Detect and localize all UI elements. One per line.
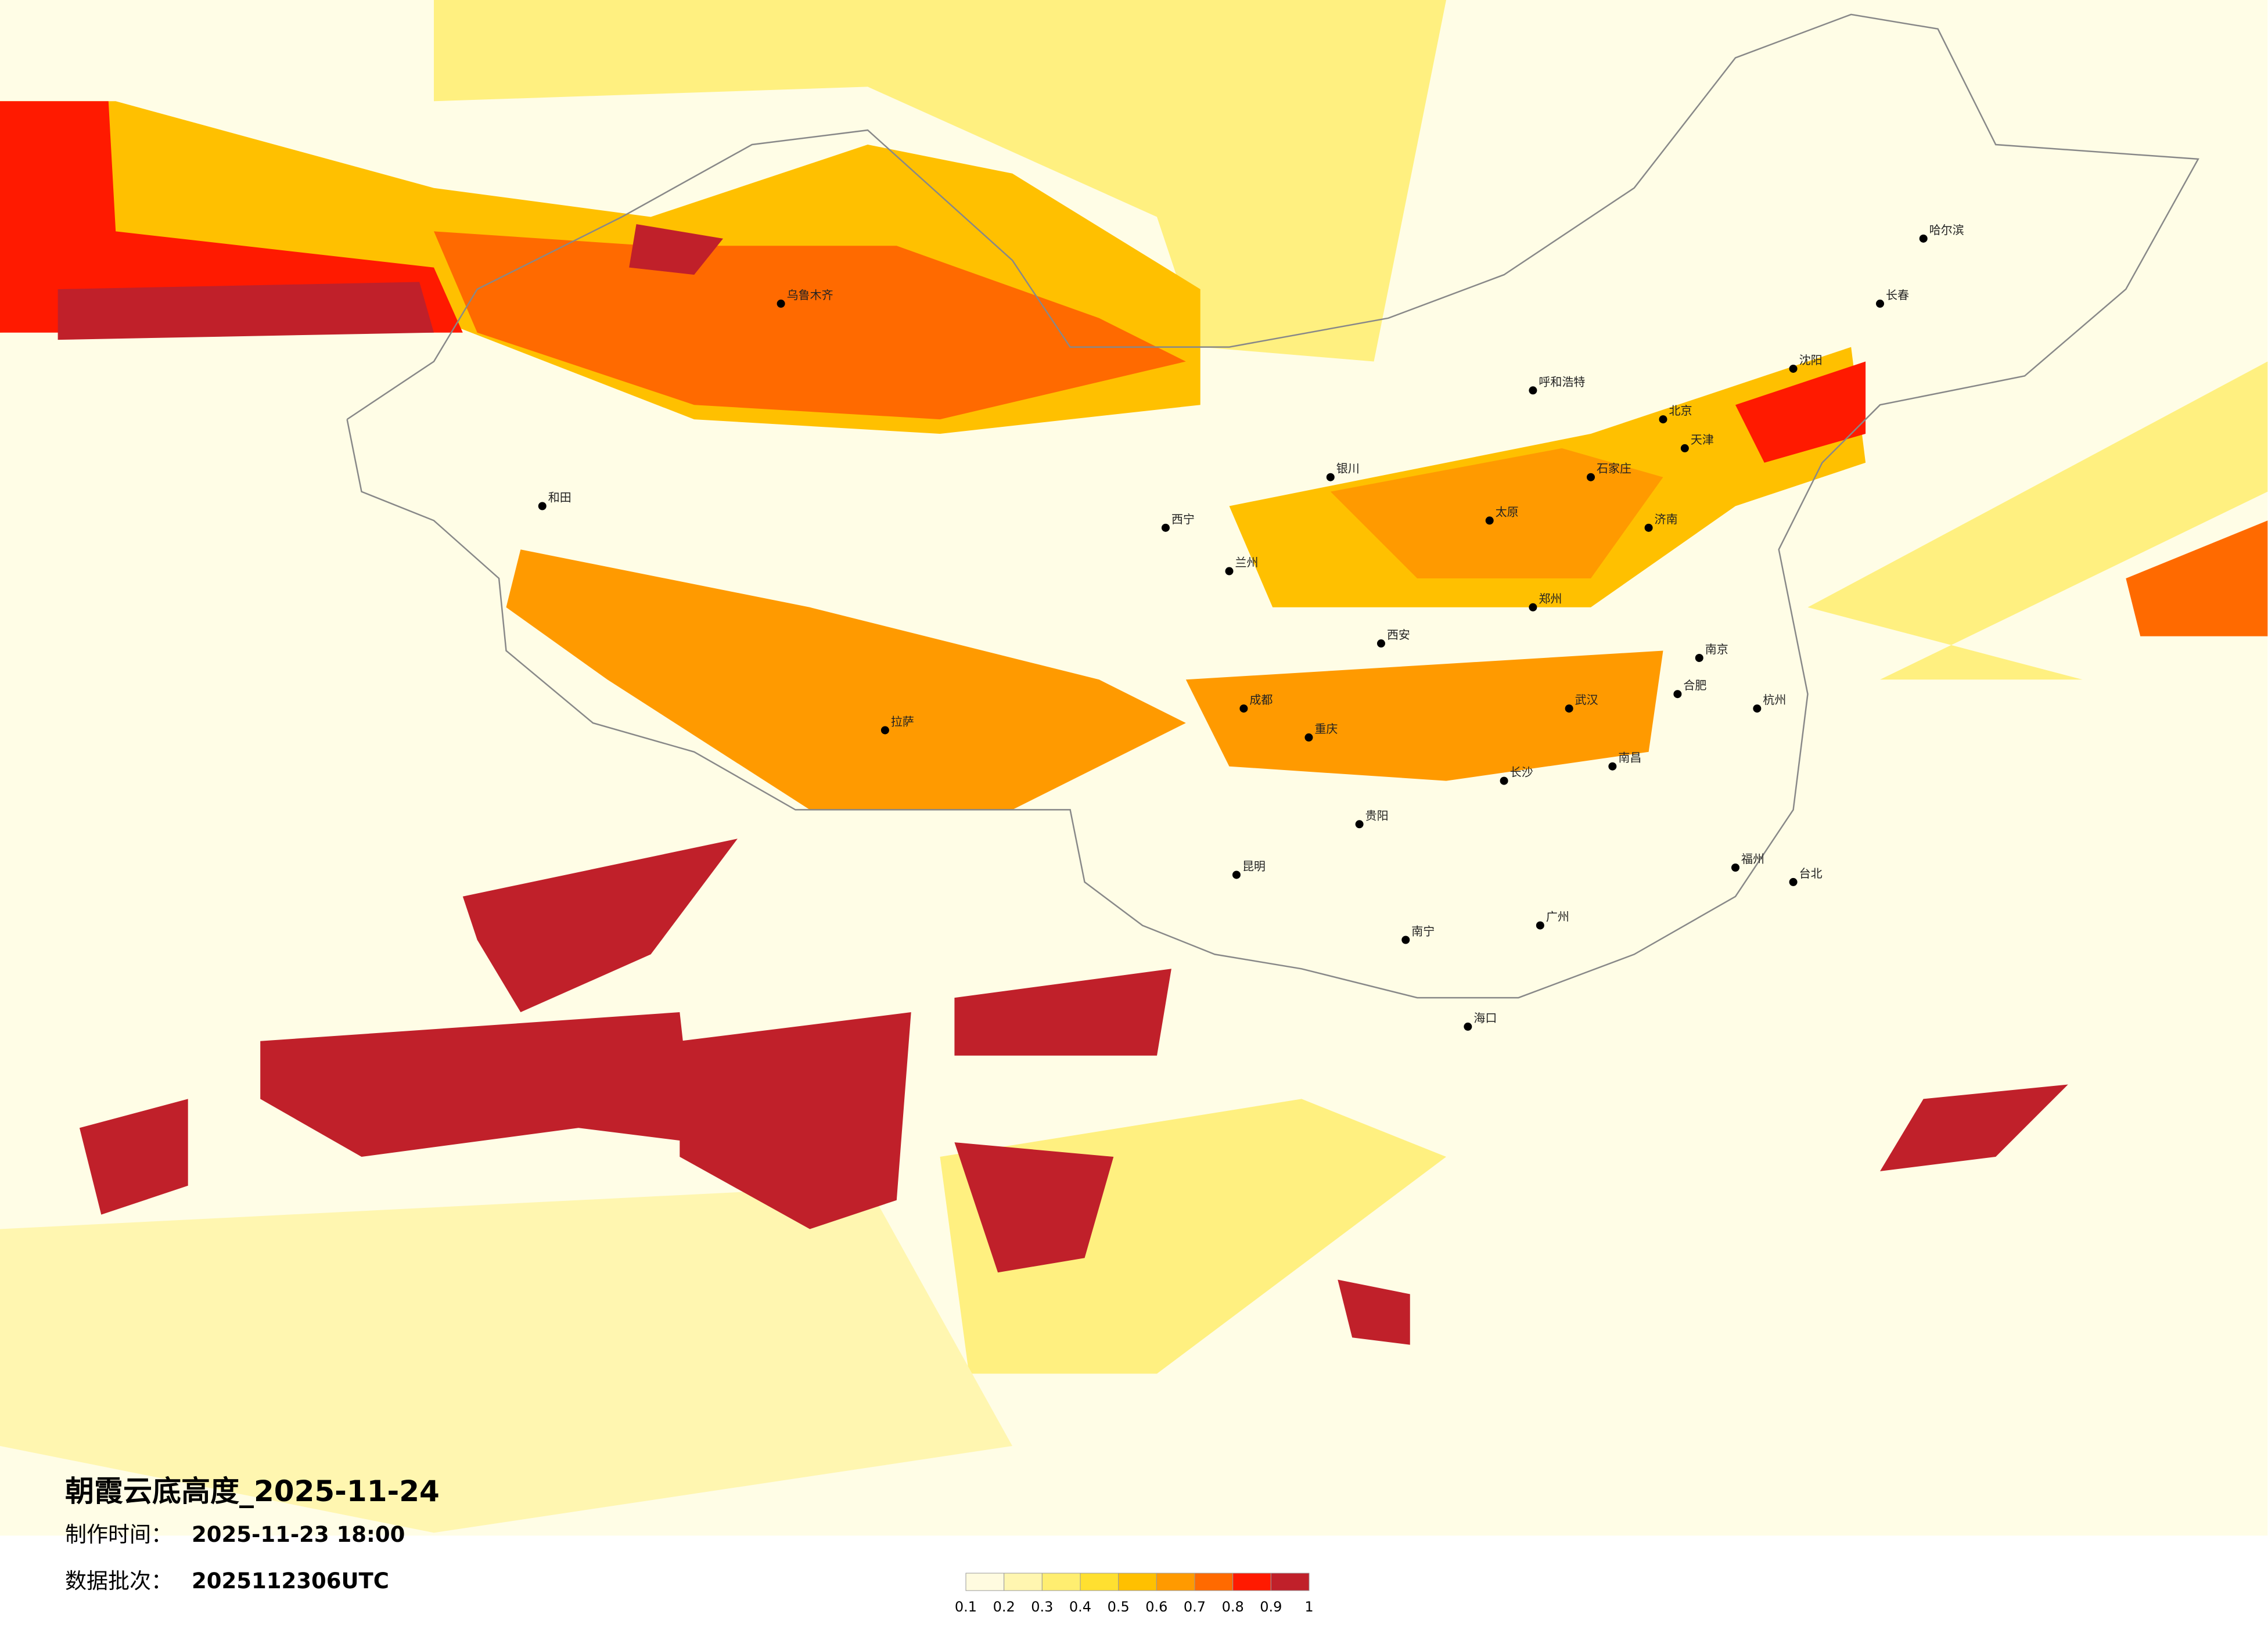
city-label: 乌鲁木齐: [787, 288, 833, 302]
city-dot: [1232, 870, 1241, 879]
legend-box: [1194, 1573, 1234, 1591]
legend-tick-label: 0.7: [1184, 1599, 1206, 1615]
city-dot: [1304, 733, 1313, 742]
city-dot: [1529, 386, 1537, 395]
city-label: 贵阳: [1365, 808, 1389, 822]
city-dot: [1529, 603, 1537, 611]
city-dot: [1680, 444, 1689, 452]
map-layer: [0, 0, 2268, 1536]
city-label: 和田: [548, 491, 572, 505]
city-dot: [1753, 704, 1762, 713]
city-label: 海口: [1473, 1011, 1497, 1025]
legend-box: [1232, 1573, 1271, 1591]
city-label: 西宁: [1171, 512, 1195, 526]
legend-box: [1156, 1573, 1195, 1591]
city-dot: [1161, 523, 1170, 532]
city-dot: [1500, 776, 1508, 785]
legend-tick-label: 0.3: [1031, 1599, 1053, 1615]
city-dot: [777, 299, 785, 308]
legend-tick-label: 1: [1304, 1599, 1313, 1615]
city-dot: [1225, 567, 1234, 575]
city-label: 南昌: [1618, 751, 1641, 765]
legend-tick-label: 0.6: [1145, 1599, 1167, 1615]
city-dot: [1789, 364, 1798, 373]
city-label: 拉萨: [891, 714, 914, 728]
city-label: 广州: [1546, 910, 1569, 924]
city-dot: [1565, 704, 1573, 713]
city-dot: [1673, 690, 1682, 699]
city-label: 北京: [1669, 404, 1692, 418]
legend-box: [1118, 1573, 1157, 1591]
legend-box: [1041, 1573, 1081, 1591]
city-dot: [1608, 762, 1617, 771]
city-label: 长春: [1886, 288, 1909, 302]
city-dot: [1536, 921, 1544, 930]
city-dot: [1919, 234, 1928, 243]
city-label: 天津: [1691, 433, 1714, 447]
city-dot: [1789, 877, 1798, 886]
city-label: 福州: [1741, 852, 1764, 866]
made-time: 2025-11-23 18:00: [192, 1522, 405, 1547]
city-label: 台北: [1799, 866, 1823, 880]
city-dot: [1355, 820, 1364, 829]
city-label: 郑州: [1539, 592, 1562, 606]
city-dot: [538, 502, 547, 510]
legend-tick-label: 0.8: [1222, 1599, 1244, 1615]
city-label: 合肥: [1683, 678, 1706, 692]
city-label: 杭州: [1763, 693, 1786, 707]
cloud-field: [0, 0, 2268, 1533]
city-label: 银川: [1336, 462, 1360, 476]
legend-box: [1270, 1573, 1310, 1591]
batch-value: 2025112306UTC: [192, 1569, 389, 1593]
city-dot: [1485, 516, 1494, 525]
city-label: 南京: [1705, 642, 1728, 656]
batch-label: 数据批次：: [65, 1569, 172, 1593]
legend-tick-label: 0.1: [955, 1599, 977, 1615]
city-dot: [1876, 299, 1884, 308]
legend: 0.1 0.2 0.3 0.4 0.5 0.6 0.7 0.8 0.9 1: [955, 1573, 1314, 1615]
legend-tick-label: 0.9: [1260, 1599, 1282, 1615]
city-label: 西安: [1387, 628, 1410, 642]
city-dot: [1376, 639, 1385, 648]
legend-tick-label: 0.4: [1069, 1599, 1091, 1615]
city-label: 石家庄: [1597, 462, 1631, 476]
city-dot: [1659, 415, 1667, 424]
city-dot: [1644, 523, 1653, 532]
border: [346, 13, 2199, 999]
city-dot: [1695, 653, 1703, 662]
city-label: 长沙: [1510, 765, 1533, 779]
city-dot: [1239, 704, 1248, 713]
legend-box: [1080, 1573, 1119, 1591]
city-dot: [1587, 473, 1595, 481]
city-label: 太原: [1496, 505, 1519, 519]
city-label: 沈阳: [1799, 353, 1823, 367]
city-label: 成都: [1249, 693, 1273, 707]
city-dot: [1401, 936, 1410, 944]
city-dot: [1731, 864, 1739, 872]
city-dot: [880, 726, 889, 735]
city-dot: [1464, 1022, 1472, 1031]
city-label: 南宁: [1411, 924, 1435, 938]
legend-box: [965, 1573, 1005, 1591]
city-label: 哈尔滨: [1929, 223, 1964, 237]
city-label: 兰州: [1235, 556, 1259, 570]
city-label: 重庆: [1314, 722, 1338, 736]
made-label: 制作时间：: [65, 1522, 172, 1547]
city-dot: [1326, 473, 1335, 481]
city-label: 武汉: [1575, 693, 1598, 707]
legend-tick-label: 0.2: [993, 1599, 1015, 1615]
title: 朝霞云底高度_2025-11-24: [65, 1474, 440, 1508]
city-label: 济南: [1655, 512, 1678, 526]
city-label: 昆明: [1242, 859, 1266, 873]
city-label: 呼和浩特: [1539, 375, 1585, 388]
legend-tick-label: 0.5: [1108, 1599, 1130, 1615]
legend-box: [1004, 1573, 1043, 1591]
